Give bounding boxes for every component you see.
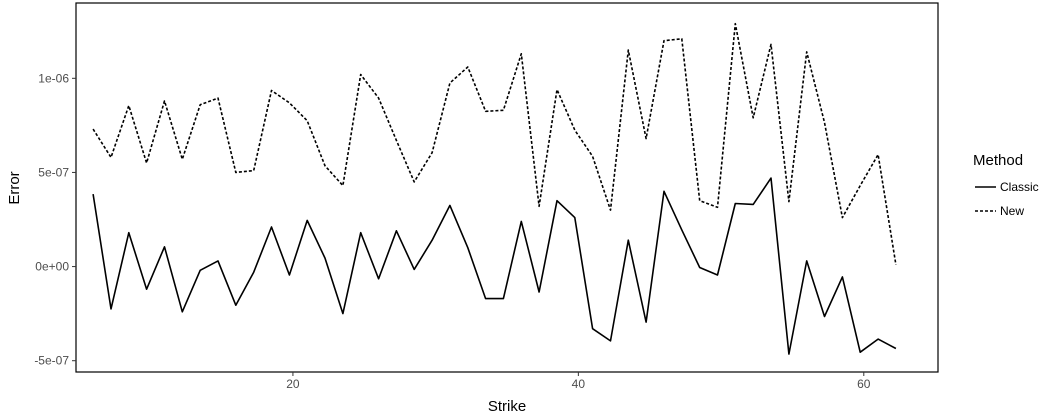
y-tick-label: 5e-07 — [38, 165, 69, 179]
y-axis-title: Error — [6, 171, 23, 204]
legend-title: Method — [973, 152, 1023, 169]
y-tick-label: 1e-06 — [38, 71, 69, 85]
series-line-classic — [92, 177, 897, 355]
legend: Method Classic New — [973, 152, 1039, 218]
x-tick-label: 20 — [286, 377, 300, 391]
x-axis: 20 40 60 — [286, 372, 871, 391]
legend-label-new: New — [1000, 204, 1024, 218]
x-tick-label: 40 — [572, 377, 586, 391]
x-tick-label: 60 — [857, 377, 871, 391]
y-tick-label: 0e+00 — [35, 260, 69, 274]
x-axis-title: Strike — [488, 398, 526, 415]
legend-label-classic: Classic — [1000, 180, 1039, 194]
legend-items: Classic New — [975, 180, 1039, 218]
y-axis: -5e-07 0e+00 5e-07 1e-06 — [34, 71, 76, 368]
series-line-new — [92, 22, 897, 265]
series-layer — [92, 22, 897, 355]
y-tick-label: -5e-07 — [34, 354, 69, 368]
plot-panel-border — [75, 2, 939, 373]
